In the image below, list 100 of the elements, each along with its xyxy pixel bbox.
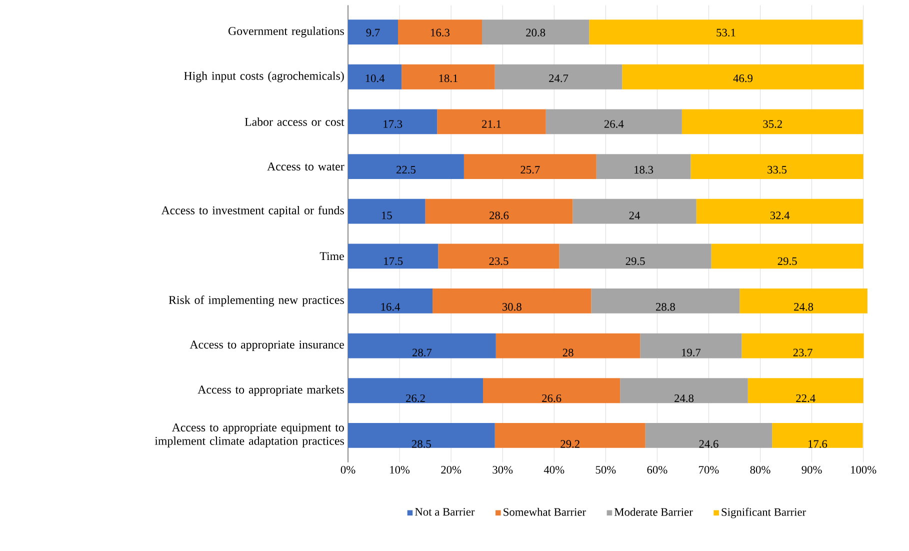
data-label: 28	[562, 348, 574, 357]
data-label: 19.7	[682, 348, 701, 357]
bar	[546, 109, 682, 134]
y-tick-label: Access to appropriate markets	[198, 385, 344, 396]
bar	[711, 244, 864, 269]
data-label: 18.3	[634, 166, 654, 174]
bar	[432, 288, 592, 314]
x-tick-label: 90%	[802, 466, 822, 474]
data-label: 26.6	[542, 394, 562, 402]
data-label: 9.7	[366, 28, 380, 37]
legend-label: Not a Barrier	[415, 508, 475, 516]
bar	[464, 154, 596, 180]
bar	[348, 334, 496, 358]
x-tick-label: 100%	[851, 466, 876, 474]
bar	[398, 20, 482, 45]
data-label: 23.7	[793, 348, 812, 357]
data-label: 32.4	[770, 212, 790, 220]
data-label: 24.6	[699, 440, 718, 448]
data-label: 15	[382, 212, 392, 220]
bar	[348, 378, 484, 404]
bar	[348, 288, 433, 314]
data-label: 24.8	[674, 394, 694, 402]
bar	[496, 334, 640, 358]
y-tick-label: Government regulations	[228, 26, 344, 38]
data-label: 17.6	[808, 440, 828, 448]
data-label: 20.8	[526, 28, 546, 37]
data-label: 10.4	[366, 74, 385, 82]
x-tick-label: 0%	[340, 466, 356, 474]
data-label: 29.5	[778, 258, 797, 266]
data-label: 28.8	[656, 303, 675, 311]
y-tick-label: Labor access or cost	[244, 118, 344, 126]
x-tick-label: 30%	[492, 466, 513, 474]
bar	[348, 154, 464, 180]
y-tick-label: Access to appropriate equipment to implement climate adaptation practices	[154, 424, 344, 448]
bar	[425, 199, 573, 224]
data-label: 16.4	[381, 303, 400, 311]
bar	[591, 288, 740, 314]
bar	[348, 20, 398, 45]
data-label: 21.1	[482, 120, 501, 128]
bar	[348, 423, 495, 448]
data-label: 30.8	[502, 303, 522, 311]
data-label: 53.1	[716, 28, 736, 37]
bar	[620, 378, 748, 404]
data-label: 18.1	[439, 74, 458, 82]
x-tick-label: 60%	[647, 466, 668, 474]
x-tick-label: 80%	[750, 466, 770, 474]
bar	[483, 378, 620, 404]
data-label: 46.9	[733, 74, 752, 82]
bar	[645, 423, 772, 448]
bar	[348, 109, 438, 134]
data-label: 28.5	[412, 440, 431, 448]
bar	[589, 20, 863, 45]
legend-label: Moderate Barrier	[614, 508, 693, 516]
data-label: 35.2	[763, 120, 782, 128]
data-label: 26.2	[406, 394, 425, 402]
legend-label: Significant Barrier	[722, 508, 806, 518]
data-label: 24	[629, 212, 640, 220]
bar	[682, 109, 864, 134]
x-tick-label: 50%	[596, 466, 616, 474]
x-tick-label: 70%	[699, 466, 719, 474]
data-label: 28.7	[412, 348, 432, 357]
bar	[696, 199, 864, 224]
data-label: 16.3	[431, 28, 450, 37]
bar	[494, 423, 646, 448]
bar	[437, 109, 546, 134]
x-tick-label: 40%	[544, 466, 564, 474]
bar	[690, 154, 864, 180]
y-tick-label: Access to appropriate insurance	[190, 340, 344, 352]
bar	[438, 244, 560, 269]
data-label: 17.3	[384, 120, 402, 128]
bar	[494, 64, 622, 90]
data-label: 24.7	[549, 74, 568, 82]
y-tick-label: Access to water	[267, 162, 344, 171]
bar	[640, 334, 742, 358]
data-label: 22.5	[396, 166, 416, 174]
bar	[348, 199, 426, 224]
bar	[348, 64, 402, 90]
bar	[572, 199, 696, 224]
data-label: 29.5	[626, 258, 645, 266]
y-tick-label: Risk of implementing new practices	[168, 296, 344, 307]
bar	[622, 64, 864, 90]
bar	[748, 378, 864, 404]
data-label: 23.5	[489, 258, 508, 266]
x-tick-label: 10%	[390, 466, 410, 474]
bar	[559, 244, 712, 269]
bar	[348, 244, 438, 269]
data-label: 26.4	[604, 120, 624, 128]
data-label: 24.8	[794, 303, 814, 311]
data-label: 28.6	[490, 212, 509, 220]
x-tick-label: 20%	[441, 466, 462, 474]
bar	[402, 64, 495, 90]
y-tick-label: Time	[320, 252, 344, 260]
data-label: 25.7	[520, 166, 540, 174]
y-tick-label: High input costs (agrochemicals)	[184, 72, 344, 83]
data-label: 29.2	[560, 440, 580, 448]
y-tick-label: Access to investment capital or funds	[161, 206, 344, 217]
data-label: 33.5	[768, 166, 787, 174]
legend-label: Somewhat Barrier	[504, 508, 586, 516]
bar	[740, 288, 868, 314]
bar	[482, 20, 590, 45]
